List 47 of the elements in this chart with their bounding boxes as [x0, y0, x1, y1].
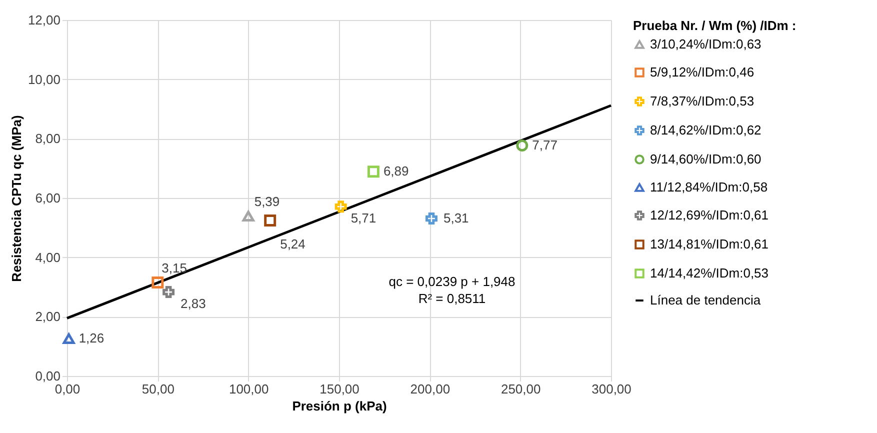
- x-axis-title: Presión p (kPa): [292, 398, 387, 414]
- legend-label: 11/12,84%/IDm:0,58: [650, 180, 768, 194]
- legend-label: 13/14,81%/IDm:0,61: [650, 236, 769, 252]
- legend-label: 7/8,37%/IDm:0,53: [650, 94, 754, 108]
- data-label: 5,71: [350, 210, 376, 226]
- y-tick-label: 0,00: [35, 368, 60, 384]
- y-tick-label: 4,00: [35, 250, 60, 265]
- x-tick-label: 300,00: [592, 382, 632, 396]
- legend-label: 8/14,62%/IDm:0,62: [650, 122, 762, 138]
- data-label: 7,77: [532, 137, 558, 152]
- point: [62, 333, 75, 344]
- data-label: 6,89: [383, 164, 409, 179]
- y-tick-label: 2,00: [35, 309, 60, 324]
- x-tick-label: 250,00: [500, 382, 541, 396]
- data-label: 5,24: [280, 236, 306, 252]
- point: [242, 210, 254, 222]
- x-tick-label: 150,00: [320, 382, 360, 396]
- point: [152, 276, 164, 289]
- point: [162, 286, 175, 298]
- data-label: 2,83: [180, 296, 206, 312]
- y-tick-label: 8,00: [35, 131, 60, 146]
- legend-label: 9/14,60%/IDm:0,60: [650, 152, 762, 166]
- point: [264, 214, 276, 227]
- x-tick-label: 0,00: [54, 382, 80, 396]
- point: [367, 166, 380, 178]
- data-label: 3,15: [162, 260, 187, 276]
- point: [516, 140, 528, 152]
- legend-label: 3/10,24%/IDm:0,63: [650, 36, 762, 52]
- point: [334, 200, 347, 213]
- legend-title: Prueba Nr. / Wm (%) /IDm :: [633, 18, 796, 33]
- legend-label: 14/14,42%/IDm:0,53: [650, 266, 769, 280]
- x-tick-label: 50,00: [142, 382, 174, 396]
- legend-label: 12/12,69%/IDm:0,61: [650, 208, 769, 222]
- data-label: 1,26: [78, 330, 104, 346]
- legend-label: 5/9,12%/IDm:0,46: [650, 64, 754, 80]
- y-tick-label: 6,00: [35, 190, 60, 206]
- y-tick-label: 12,00: [28, 12, 60, 28]
- legend-label: Línea de tendencia: [650, 292, 762, 308]
- y-axis-title: Resistencia CPTu qc (MPa): [8, 115, 24, 282]
- annotation: qc = 0,0239 p + 1,948: [388, 274, 516, 289]
- x-tick-label: 200,00: [410, 382, 450, 396]
- annotation: R² = 0,8511: [418, 291, 486, 306]
- data-label: 5,31: [443, 210, 469, 226]
- x-tick-label: 100,00: [228, 382, 269, 396]
- point: [425, 212, 438, 224]
- y-tick-label: 10,00: [28, 72, 60, 87]
- data-label: 5,39: [254, 194, 280, 210]
